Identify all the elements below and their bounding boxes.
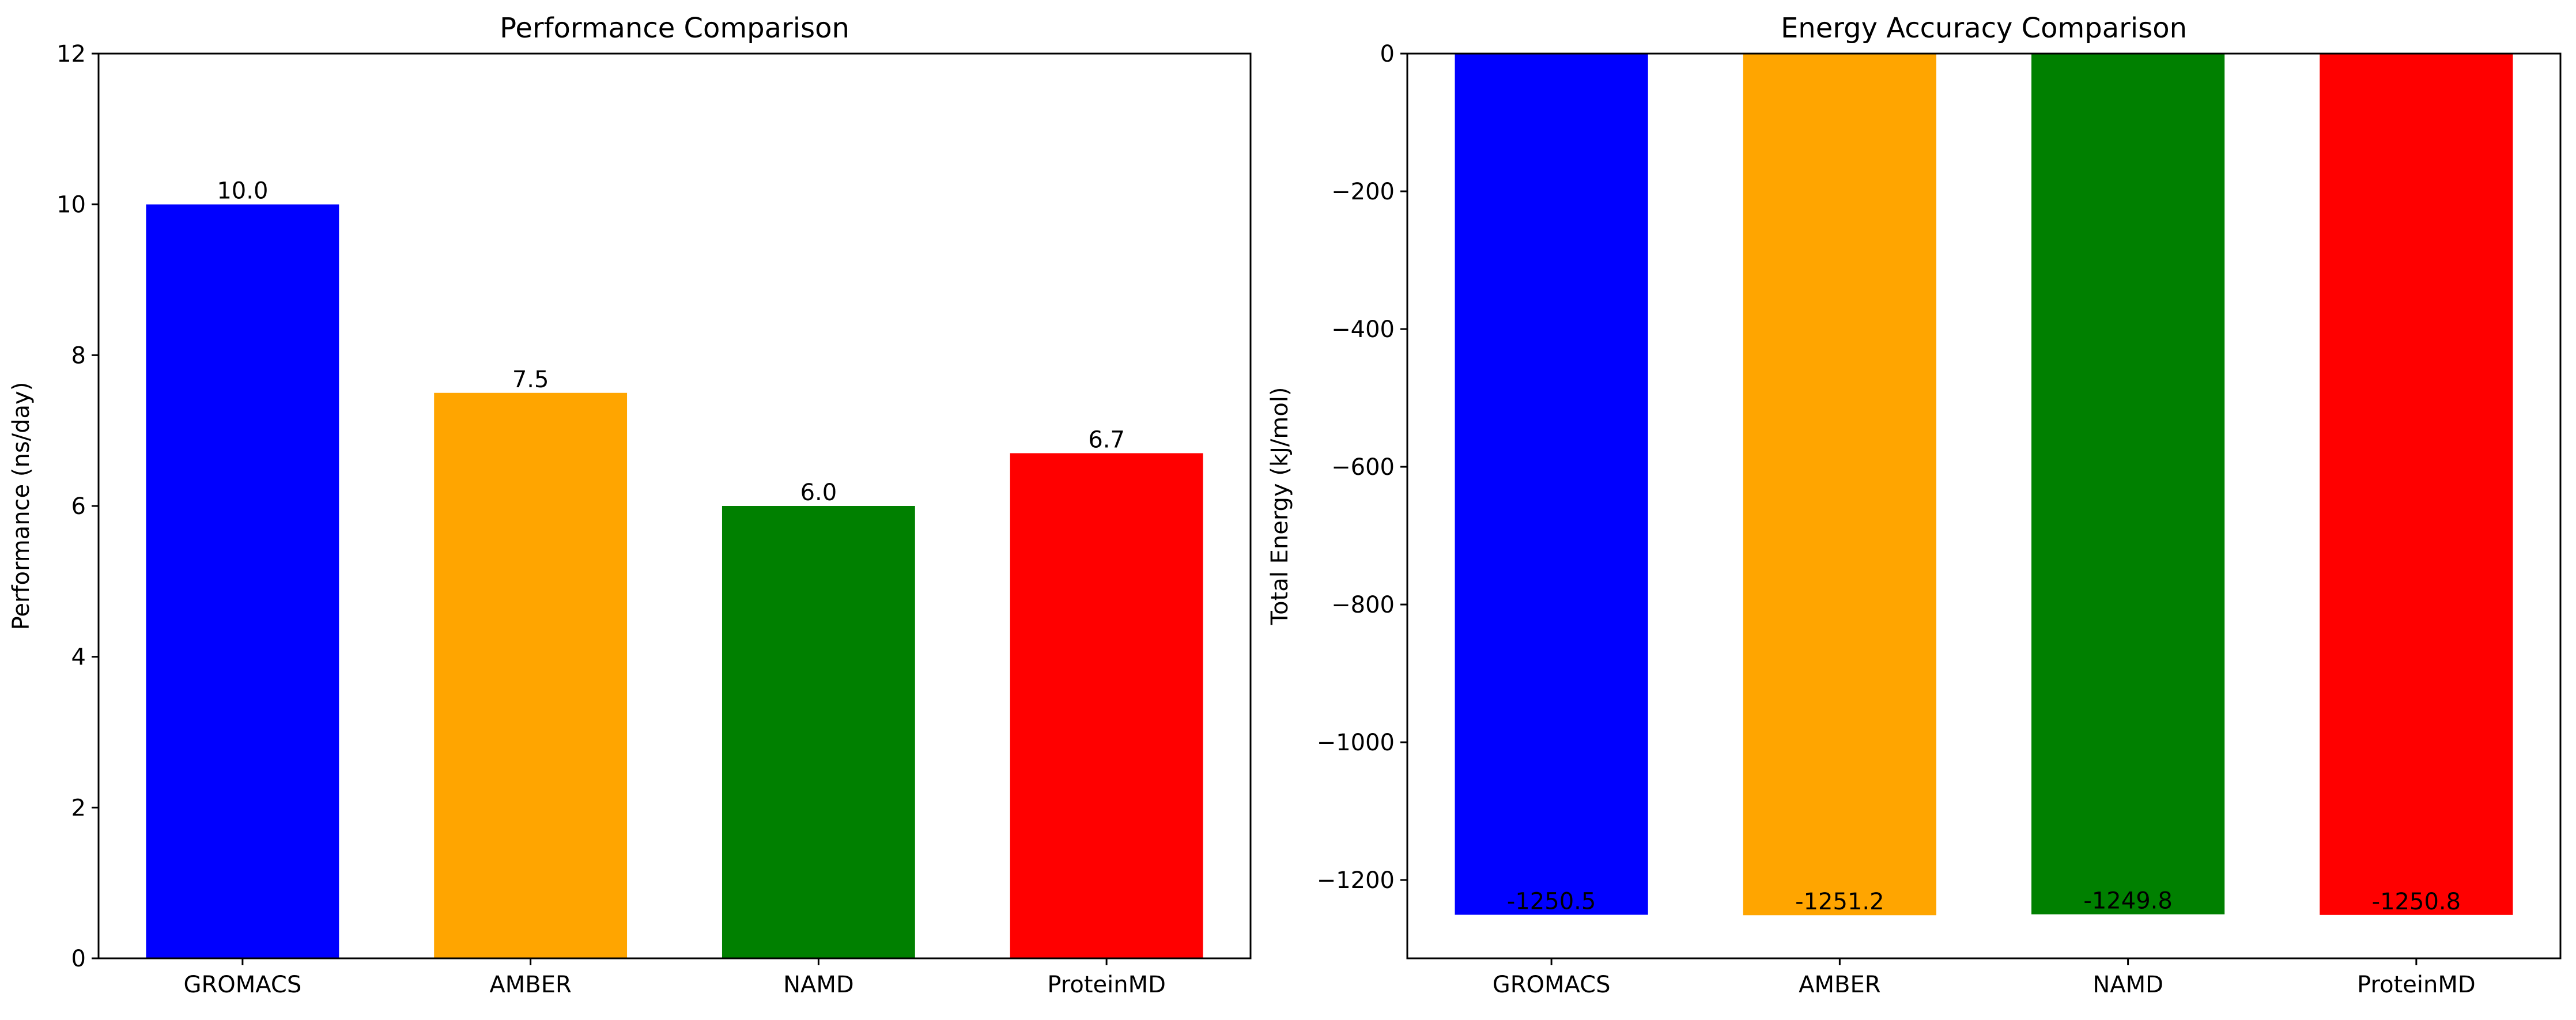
energy-value-label: -1250.5 bbox=[1507, 888, 1596, 915]
energy-value-label: -1251.2 bbox=[1795, 889, 1884, 915]
energy-ytick-label: −400 bbox=[1331, 316, 1395, 343]
energy-chart-title: Energy Accuracy Comparison bbox=[1781, 12, 2187, 44]
perf-value-label: 6.0 bbox=[800, 479, 837, 506]
perf-ytick-label: 8 bbox=[71, 342, 86, 369]
perf-ytick-label: 0 bbox=[71, 946, 86, 972]
energy-ytick-label: −600 bbox=[1331, 454, 1395, 481]
perf-chart-title: Performance Comparison bbox=[500, 12, 849, 44]
perf-axes-frame bbox=[97, 52, 1252, 959]
energy-ytick-label: −800 bbox=[1331, 592, 1395, 618]
perf-bar-amber bbox=[434, 392, 628, 958]
energy-axes-frame bbox=[1406, 52, 2562, 959]
perf-bar-namd bbox=[722, 506, 915, 958]
energy-bar-gromacs bbox=[1455, 54, 1648, 915]
energy-chart: -1250.5 GROMACS -1251.2 AMBER -1249.8 NAMD -12… bbox=[1267, 12, 2562, 998]
perf-ytick-label: 10 bbox=[56, 192, 86, 218]
energy-bar-proteinmd bbox=[2320, 54, 2513, 915]
energy-xtick-label: GROMACS bbox=[1493, 972, 1611, 998]
perf-bar-gromacs bbox=[146, 204, 339, 959]
perf-ytick-label: 12 bbox=[56, 41, 86, 67]
energy-bar-amber bbox=[1743, 54, 1936, 916]
perf-ytick-label: 6 bbox=[71, 493, 86, 520]
energy-xtick-label: ProteinMD bbox=[2357, 972, 2476, 998]
perf-bar-proteinmd bbox=[1010, 453, 1203, 958]
perf-value-label: 7.5 bbox=[512, 367, 549, 393]
perf-xtick-label: NAMD bbox=[783, 972, 854, 998]
energy-ytick-label: −200 bbox=[1331, 179, 1395, 205]
perf-y-axis-label: Performance (ns/day) bbox=[8, 382, 35, 630]
perf-xtick-label: ProteinMD bbox=[1047, 972, 1166, 998]
energy-y-axis-label: Total Energy (kJ/mol) bbox=[1267, 387, 1293, 625]
perf-xtick-label: AMBER bbox=[489, 972, 571, 998]
perf-value-label: 10.0 bbox=[217, 178, 268, 205]
energy-xtick-label: NAMD bbox=[2092, 972, 2163, 998]
perf-value-label: 6.7 bbox=[1088, 426, 1125, 453]
energy-value-label: -1250.8 bbox=[2372, 889, 2461, 915]
energy-bar-namd bbox=[2031, 54, 2225, 915]
energy-value-label: -1249.8 bbox=[2083, 888, 2172, 915]
energy-ytick-label: −1200 bbox=[1317, 867, 1395, 894]
performance-chart: 10.0 GROMACS 7.5 AMBER 6.0 NAMD 6.7 ProteinMD 0 2… bbox=[8, 12, 1252, 998]
energy-xtick-label: AMBER bbox=[1799, 972, 1880, 998]
perf-xtick-label: GROMACS bbox=[183, 972, 301, 998]
energy-ytick-label: −1000 bbox=[1317, 730, 1395, 756]
perf-ytick-label: 2 bbox=[71, 795, 86, 821]
perf-ytick-label: 4 bbox=[71, 644, 86, 671]
energy-ytick-label: 0 bbox=[1380, 41, 1395, 67]
